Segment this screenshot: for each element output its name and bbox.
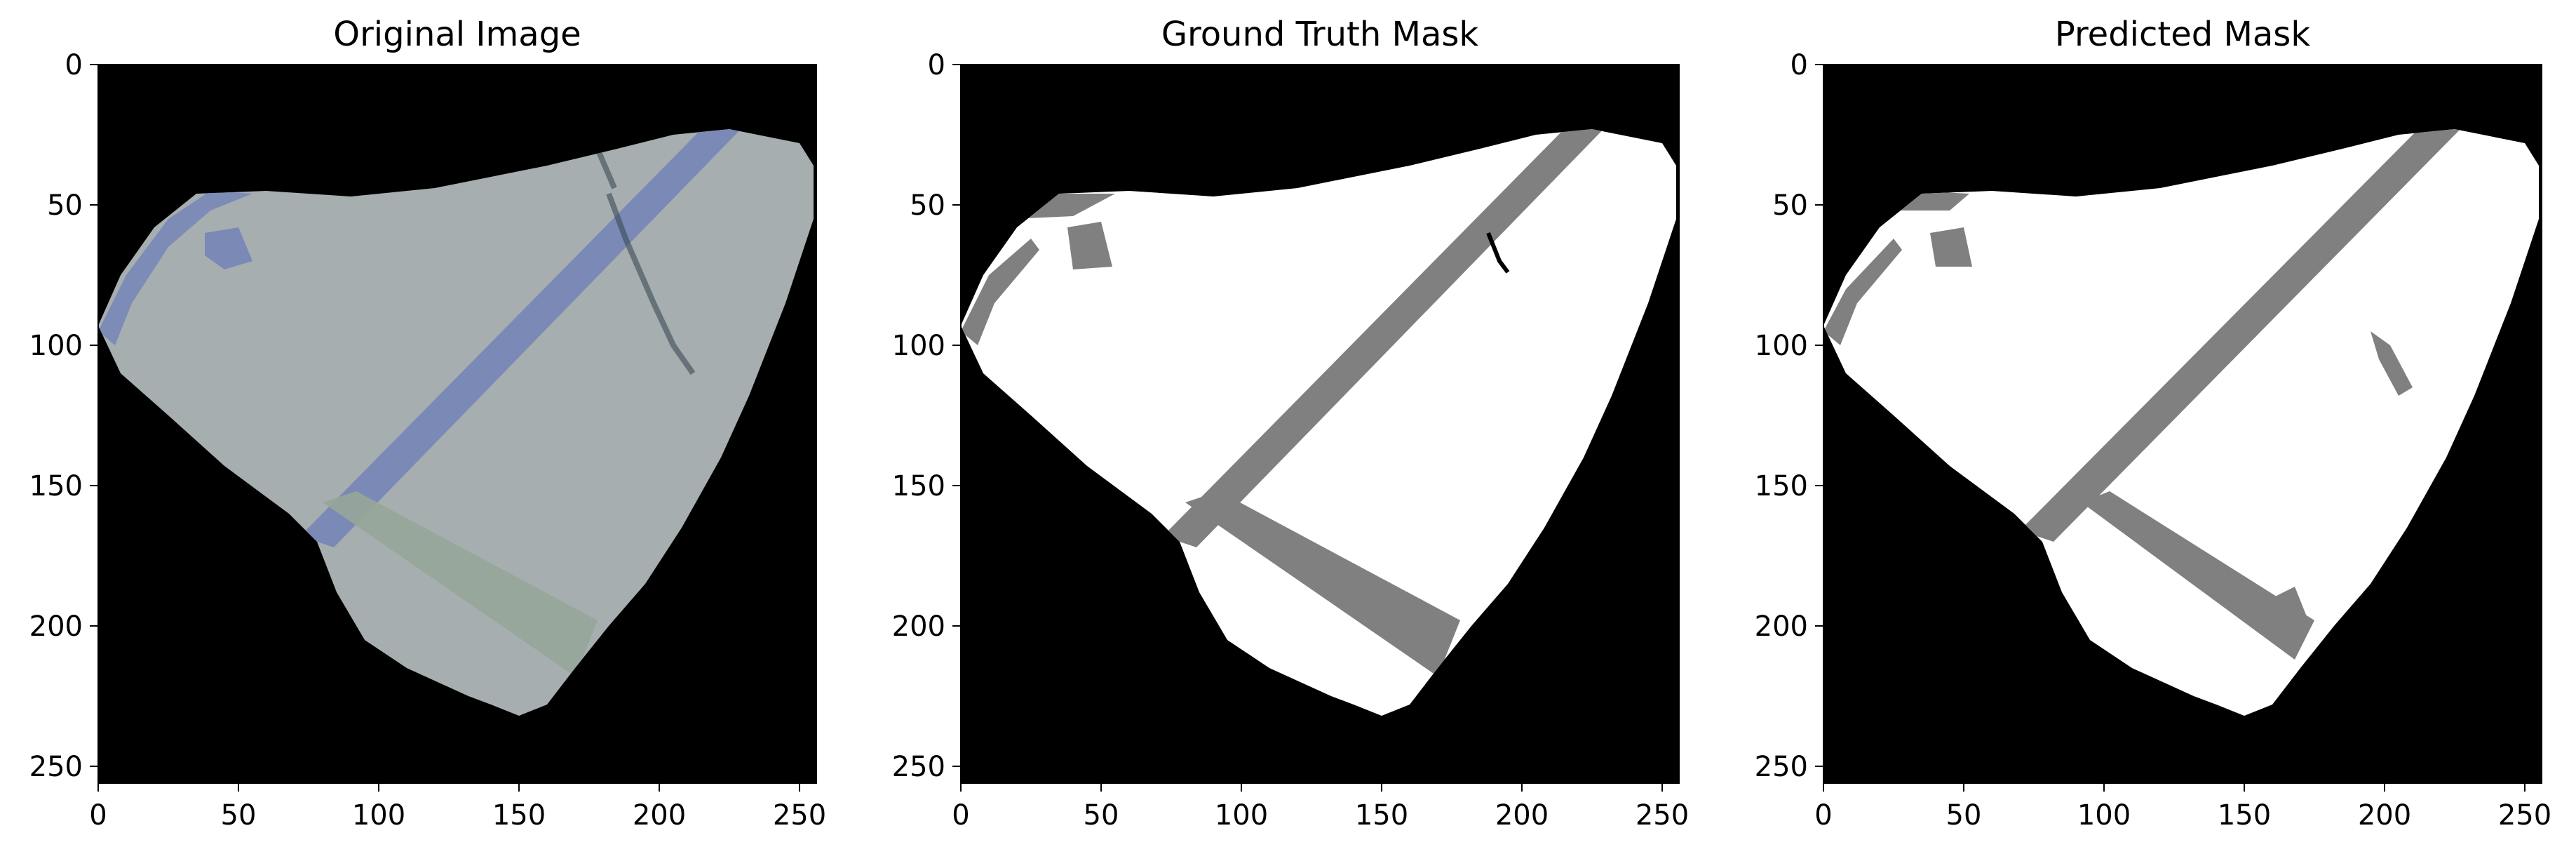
x-tick-label: 200 xyxy=(633,799,686,832)
y-tick-label: 50 xyxy=(1772,189,1808,222)
x-tick-labels: 0 50 100 150 200 250 xyxy=(1814,799,2551,832)
y-tick-label: 150 xyxy=(1755,470,1808,502)
y-tick-label: 100 xyxy=(892,330,945,362)
x-tick-label: 250 xyxy=(1636,799,1689,832)
y-tick-labels: 0 50 100 150 200 250 xyxy=(892,49,945,783)
x-tick-label: 250 xyxy=(2498,799,2551,832)
x-tick-label: 0 xyxy=(952,799,969,832)
mask-lower-band xyxy=(2082,491,2314,660)
mask-noise-patch xyxy=(2272,587,2306,626)
panel-predicted-mask: Predicted Mask 0 50 xyxy=(1755,15,2552,832)
y-tick-label: 50 xyxy=(47,189,83,222)
panel-title: Ground Truth Mask xyxy=(1161,15,1479,54)
image-area xyxy=(961,65,1679,783)
green-diagonal-band xyxy=(323,491,598,676)
panel-title: Predicted Mask xyxy=(2055,15,2310,54)
y-tick-label: 150 xyxy=(29,470,83,502)
y-tick-label: 200 xyxy=(892,611,945,643)
mask-lower-band xyxy=(1185,491,1460,676)
panel-title: Original Image xyxy=(333,15,581,54)
x-tick-label: 200 xyxy=(1495,799,1549,832)
blue-diagonal-band xyxy=(300,129,749,547)
x-tick-label: 150 xyxy=(1355,799,1408,832)
tick-marks xyxy=(1815,64,2526,792)
mask-top-left-region xyxy=(1823,239,1902,345)
y-tick-label: 0 xyxy=(65,49,83,81)
x-tick-label: 0 xyxy=(1814,799,1832,832)
crack-mark xyxy=(595,147,617,189)
image-area xyxy=(1823,65,2542,783)
axes-frame xyxy=(1823,64,2542,784)
blue-top-left-region xyxy=(98,191,252,345)
mask-diagonal-band xyxy=(1163,129,1612,547)
mask-spot xyxy=(1067,222,1112,269)
y-tick-label: 100 xyxy=(29,330,83,362)
x-tick-label: 250 xyxy=(773,799,826,832)
y-tick-labels: 0 50 100 150 200 250 xyxy=(1755,49,1808,783)
panel-ground-truth-mask: Ground Truth Mask 0 50 100 xyxy=(892,15,1690,832)
blue-spot xyxy=(205,227,252,269)
x-tick-label: 200 xyxy=(2358,799,2411,832)
image-area xyxy=(98,65,816,783)
y-tick-label: 0 xyxy=(928,49,945,81)
x-tick-label: 100 xyxy=(1215,799,1268,832)
x-tick-label: 100 xyxy=(352,799,405,832)
y-tick-label: 200 xyxy=(29,611,83,643)
y-tick-label: 100 xyxy=(1755,330,1808,362)
x-tick-label: 50 xyxy=(1946,799,1982,832)
crack-mark xyxy=(606,192,696,375)
y-tick-label: 250 xyxy=(29,751,83,783)
x-tick-label: 50 xyxy=(1084,799,1119,832)
mask-noise-patch xyxy=(2371,331,2413,396)
x-tick-label: 0 xyxy=(89,799,107,832)
mask-top-left-region xyxy=(961,239,1039,345)
tick-marks xyxy=(952,64,1663,792)
y-tick-label: 50 xyxy=(910,189,945,222)
mask-spot xyxy=(1930,227,1972,267)
y-tick-label: 150 xyxy=(892,470,945,502)
mask-diagonal-band xyxy=(2020,129,2469,542)
x-tick-label: 150 xyxy=(492,799,546,832)
y-tick-label: 200 xyxy=(1755,611,1808,643)
axes-frame xyxy=(960,64,1680,784)
axes-frame xyxy=(97,64,817,784)
x-tick-labels: 0 50 100 150 200 250 xyxy=(952,799,1689,832)
y-tick-label: 0 xyxy=(1791,49,1808,81)
panel-original-image: Original Image 0 50 100 xyxy=(29,15,827,832)
tick-marks xyxy=(90,64,800,792)
x-tick-labels: 0 50 100 150 200 250 xyxy=(89,799,826,832)
x-tick-label: 100 xyxy=(2077,799,2131,832)
mask-crack xyxy=(1486,232,1510,274)
y-tick-label: 250 xyxy=(892,751,945,783)
y-tick-labels: 0 50 100 150 200 250 xyxy=(29,49,83,783)
x-tick-label: 50 xyxy=(221,799,257,832)
y-tick-label: 250 xyxy=(1755,751,1808,783)
x-tick-label: 150 xyxy=(2218,799,2271,832)
